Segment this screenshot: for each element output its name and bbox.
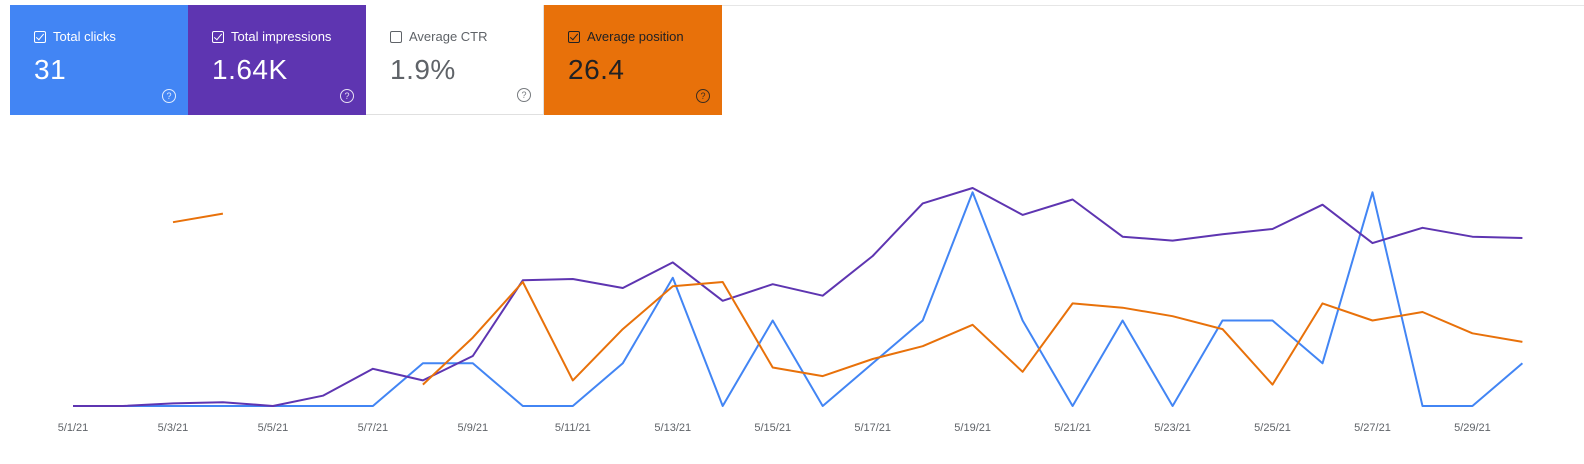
checkbox-icon[interactable] bbox=[34, 30, 46, 43]
average-position-card[interactable]: Average position 26.4 ? bbox=[544, 5, 722, 115]
help-icon[interactable]: ? bbox=[696, 89, 710, 103]
checkbox-icon[interactable] bbox=[390, 30, 402, 43]
series-line-1 bbox=[73, 187, 1523, 407]
x-tick-label: 5/19/21 bbox=[954, 422, 991, 434]
x-tick-label: 5/3/21 bbox=[158, 422, 189, 434]
series-line-0 bbox=[73, 191, 1524, 407]
series-line-2 bbox=[422, 281, 1523, 386]
average-position-label-row: Average position bbox=[568, 29, 722, 44]
total-impressions-card[interactable]: Total impressions 1.64K ? bbox=[188, 5, 366, 115]
x-tick-label: 5/1/21 bbox=[58, 422, 89, 434]
x-tick-label: 5/13/21 bbox=[654, 422, 691, 434]
help-icon[interactable]: ? bbox=[340, 89, 354, 103]
x-tick-label: 5/21/21 bbox=[1054, 422, 1091, 434]
x-tick-label: 5/25/21 bbox=[1254, 422, 1291, 434]
total-impressions-label: Total impressions bbox=[231, 29, 332, 44]
total-clicks-label: Total clicks bbox=[53, 29, 116, 44]
checkbox-icon[interactable] bbox=[568, 30, 580, 43]
x-tick-label: 5/15/21 bbox=[754, 422, 791, 434]
x-tick-label: 5/5/21 bbox=[258, 422, 289, 434]
x-tick-label: 5/17/21 bbox=[854, 422, 891, 434]
x-tick-label: 5/11/21 bbox=[555, 422, 591, 434]
total-impressions-label-row: Total impressions bbox=[212, 29, 366, 44]
x-tick-label: 5/7/21 bbox=[358, 422, 389, 434]
help-icon[interactable]: ? bbox=[517, 88, 531, 102]
total-clicks-card[interactable]: Total clicks 31 ? bbox=[10, 5, 188, 115]
average-position-label: Average position bbox=[587, 29, 684, 44]
x-tick-label: 5/29/21 bbox=[1454, 422, 1491, 434]
average-ctr-label: Average CTR bbox=[409, 29, 488, 44]
series-line-2 bbox=[172, 212, 224, 224]
help-icon[interactable]: ? bbox=[162, 89, 176, 103]
total-clicks-label-row: Total clicks bbox=[34, 29, 188, 44]
average-ctr-label-row: Average CTR bbox=[390, 29, 543, 44]
average-ctr-card[interactable]: Average CTR 1.9% ? bbox=[366, 5, 544, 115]
x-tick-label: 5/9/21 bbox=[458, 422, 489, 434]
average-position-value: 26.4 bbox=[568, 54, 625, 85]
metric-cards: Total clicks 31 ? Total impressions 1.64… bbox=[10, 5, 722, 115]
checkbox-icon[interactable] bbox=[212, 30, 224, 43]
total-clicks-value: 31 bbox=[34, 54, 67, 85]
x-tick-label: 5/23/21 bbox=[1154, 422, 1191, 434]
total-impressions-value: 1.64K bbox=[212, 54, 288, 85]
average-ctr-value: 1.9% bbox=[390, 54, 456, 85]
x-tick-label: 5/27/21 bbox=[1354, 422, 1391, 434]
